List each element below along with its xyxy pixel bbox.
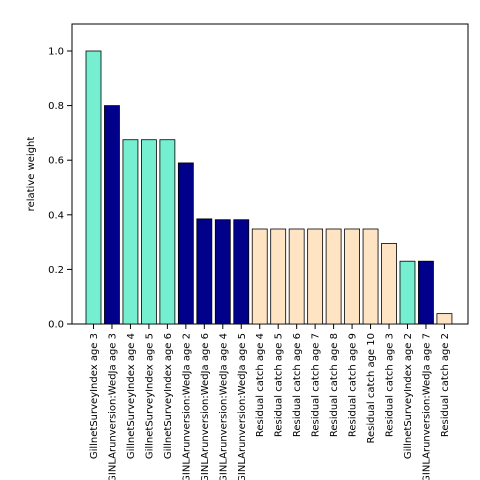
x-tick-label: GillnetSurveyIndex age 5 [144, 333, 155, 459]
y-axis: 0.0 0.2 0.4 0.6 0.8 1.0 [48, 47, 72, 331]
x-tick-label: GINLArunversion:WedJa age 6 [200, 333, 211, 480]
x-tick-label: Residual catch age 5 [274, 333, 285, 437]
y-tick-label: 0.8 [48, 101, 64, 112]
bar [159, 139, 176, 325]
bar [177, 162, 194, 325]
x-tick-label: Residual catch age 6 [292, 333, 303, 437]
y-tick-label: 0.4 [48, 210, 64, 221]
bar [381, 243, 397, 325]
y-tick-label: 0.6 [48, 156, 64, 167]
bar [270, 228, 287, 325]
x-tick-label: GINLArunversion:WedJa age 2 [181, 333, 192, 480]
x-tick-label: Residual catch age 7 [311, 333, 322, 437]
x-axis: GillnetSurveyIndex age 3 GINLArunversion:… [89, 324, 451, 480]
x-tick-label: GINLArunversion:WedJa age 7 [421, 333, 432, 480]
bar [418, 260, 434, 325]
x-tick-label: Residual catch age 2 [440, 333, 451, 437]
bars-group [85, 50, 453, 325]
bar [233, 219, 250, 325]
bar [122, 139, 139, 325]
x-tick-label: GillnetSurveyIndex age 6 [163, 333, 174, 459]
bar [251, 228, 268, 325]
x-tick-label: GINLArunversion:WedJa age 3 [107, 333, 118, 480]
y-tick-label: 0.0 [48, 320, 64, 331]
plot-frame [71, 23, 469, 325]
bar [85, 50, 102, 325]
bar [307, 228, 324, 325]
y-tick-label: 0.2 [48, 265, 64, 276]
bar [214, 219, 231, 325]
y-tick-label: 1.0 [48, 47, 64, 58]
x-tick-label: GINLArunversion:WedJa age 4 [218, 333, 229, 480]
x-tick-label: GillnetSurveyIndex age 4 [126, 333, 137, 459]
bar [104, 105, 120, 325]
bar [344, 228, 360, 325]
bar [196, 218, 213, 325]
bar [362, 228, 379, 325]
x-tick-label: Residual catch age 9 [348, 333, 359, 437]
x-tick-label: Residual catch age 3 [385, 333, 396, 437]
x-tick-label: Residual catch age 10 [366, 333, 377, 444]
x-tick-label: Residual catch age 8 [329, 333, 340, 437]
bar [399, 260, 416, 325]
bar [325, 228, 342, 325]
bar [288, 228, 305, 325]
bar [141, 139, 157, 325]
x-tick-label: Residual catch age 4 [255, 333, 266, 437]
y-axis-label: relative weight [26, 137, 37, 212]
x-tick-label: GINLArunversion:WedJa age 5 [237, 333, 248, 480]
x-tick-label: GillnetSurveyIndex age 2 [403, 333, 414, 459]
bar [436, 313, 453, 325]
x-tick-label: GillnetSurveyIndex age 3 [89, 333, 100, 459]
